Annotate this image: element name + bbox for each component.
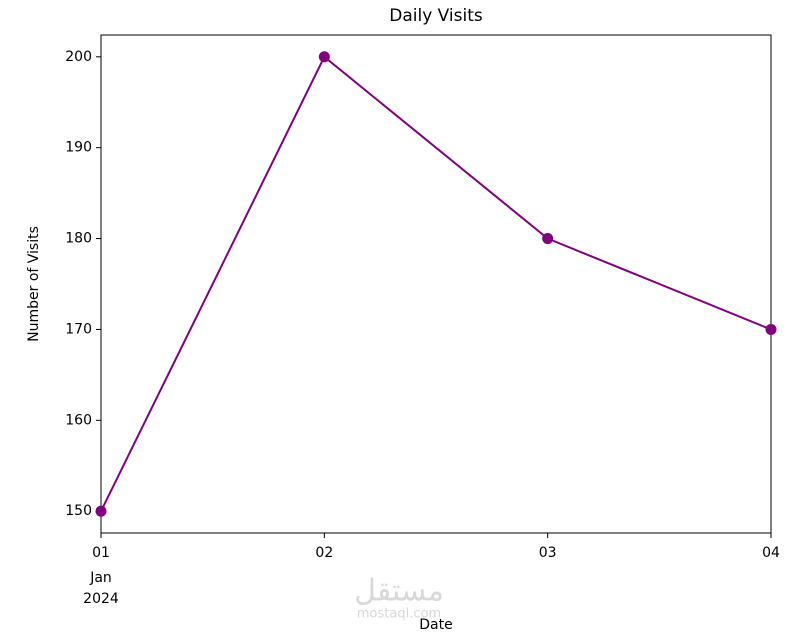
watermark: mostaql.com xyxy=(357,607,441,622)
y-tick-label: 200 xyxy=(65,49,92,65)
x-axis-label: Date xyxy=(419,617,452,633)
marker xyxy=(318,51,330,63)
y-tick-label: 160 xyxy=(65,412,92,428)
chart-title: Daily Visits xyxy=(389,6,483,26)
y-tick-label: 170 xyxy=(65,321,92,337)
y-tick-label: 190 xyxy=(65,140,92,156)
x-tick-label: 01 xyxy=(92,545,110,561)
marker xyxy=(95,505,107,517)
y-axis-label: Number of Visits xyxy=(26,226,42,342)
x-tick-label: 02 xyxy=(315,545,333,561)
marker xyxy=(765,323,777,335)
line xyxy=(100,55,772,512)
x-tick-label: 03 xyxy=(539,545,557,561)
x-offset-label: 2024 xyxy=(83,591,119,607)
x-offset-label: Jan xyxy=(89,570,112,586)
watermark: مستقل xyxy=(354,574,444,609)
y-tick-label: 180 xyxy=(65,231,92,247)
marker xyxy=(542,233,554,245)
x-tick-label: 04 xyxy=(762,545,780,561)
y-tick-label: 150 xyxy=(65,503,92,519)
plot-frame xyxy=(100,34,772,534)
